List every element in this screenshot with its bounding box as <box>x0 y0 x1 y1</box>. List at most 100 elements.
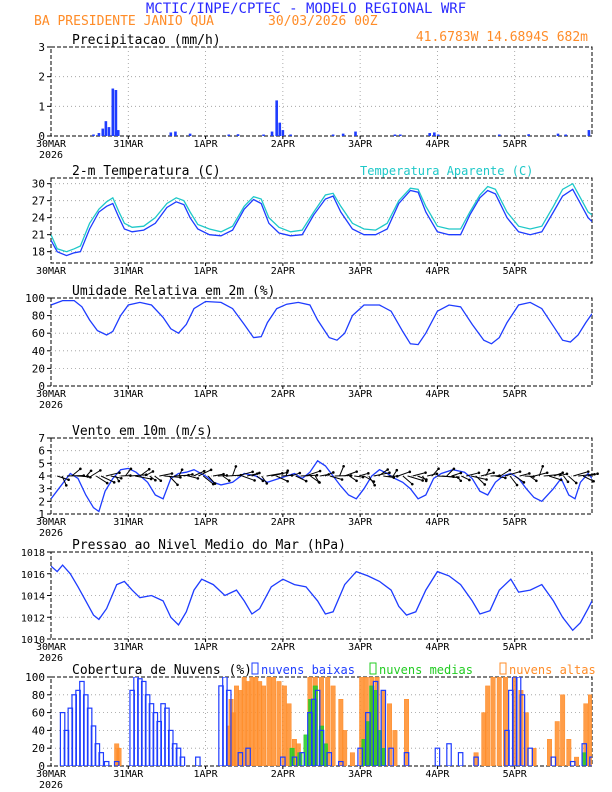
wind-arrow-head <box>515 483 519 487</box>
y-tick-label: 100 <box>25 292 45 305</box>
wind-arrow <box>412 472 426 477</box>
x-tick-label: 4APR <box>425 517 450 528</box>
cloud-bar <box>357 747 363 766</box>
series-line <box>51 564 592 632</box>
wind-arrow <box>407 475 423 481</box>
wind-arrow <box>130 474 147 477</box>
wind-arrow-head <box>367 472 370 475</box>
wind-arrow-head <box>566 480 570 484</box>
cloud-bar <box>225 689 232 766</box>
wind-arrow-head <box>170 472 174 475</box>
cloud-bar <box>457 752 464 766</box>
cloud-bar <box>280 756 286 766</box>
wind-arrow-head <box>561 471 565 475</box>
precip-bar <box>116 130 120 136</box>
cloud-bar <box>291 756 298 766</box>
cloud-bar <box>113 760 120 766</box>
precip-bar <box>354 131 357 136</box>
wind-arrow-head <box>89 475 92 479</box>
wind-arrow <box>105 472 120 477</box>
wind-arrow <box>222 475 230 482</box>
wind-arrow-head <box>304 479 308 483</box>
cloud-bar <box>519 694 526 766</box>
y-tick-label: 5 <box>38 457 45 470</box>
chart-title: MCTIC/INPE/CPTEC - MODELO REGIONAL WRF <box>146 1 466 17</box>
wind-arrow <box>134 475 152 480</box>
x-tick-label: 5APR <box>503 642 528 653</box>
legend-swatch <box>499 662 507 675</box>
wind-arrow <box>202 475 214 485</box>
precip-bar <box>111 88 115 136</box>
wind-arrow <box>168 475 178 486</box>
wind-arrow <box>344 471 357 477</box>
y-tick-label: 1012 <box>21 613 45 624</box>
wind-arrow-head <box>392 476 396 479</box>
cloud-bar <box>403 752 410 766</box>
wind-arrow <box>451 472 462 477</box>
wind-arrow <box>534 472 548 477</box>
wind-arrow <box>573 471 589 477</box>
wind-arrow-head <box>251 470 254 474</box>
cloud-bar <box>473 756 479 766</box>
panel-title: Precipitacao (mm/h) <box>72 33 221 48</box>
y-tick-label: 100 <box>25 671 45 684</box>
cloud-bar <box>276 681 282 766</box>
x-tick-label: 31MAR <box>113 642 144 653</box>
x-tick-label: 1APR <box>194 517 219 528</box>
wind-arrow <box>441 475 459 479</box>
wind-arrow-head <box>118 471 121 474</box>
y-tick-label: 40 <box>32 724 45 737</box>
cloud-bar <box>380 747 386 766</box>
x-tick-label: 1APR <box>194 139 219 150</box>
x-year-label: 2026 <box>39 400 63 411</box>
panel-title: Cobertura de Nuvens (%) <box>72 663 252 678</box>
wind-arrow <box>553 472 563 477</box>
wind-arrow-head <box>147 467 151 471</box>
wind-arrow-head <box>196 477 200 480</box>
wind-arrow-head <box>253 479 256 482</box>
cloud-bar <box>330 685 336 766</box>
wind-arrow-head <box>435 472 439 476</box>
y-tick-label: 7 <box>38 432 45 445</box>
wind-arrow <box>276 475 288 482</box>
precip-bar <box>270 131 274 136</box>
x-tick-label: 4APR <box>425 389 450 400</box>
wind-arrow-head <box>79 467 82 471</box>
wind-arrow <box>402 475 413 485</box>
legend-swatch <box>369 662 377 675</box>
cloud-bar <box>527 747 533 766</box>
cloud-bar <box>502 677 508 766</box>
precip-bar <box>227 134 231 136</box>
wind-arrow <box>188 475 198 479</box>
wind-arrow-head <box>315 473 319 477</box>
wind-arrow-head <box>559 478 563 482</box>
legend-cloud: nuvens medias <box>379 663 473 677</box>
series-line <box>51 188 592 257</box>
wind-arrow <box>329 475 343 480</box>
precip-bar <box>188 133 192 136</box>
cloud-bar <box>98 752 105 766</box>
wind-arrow-head <box>408 470 412 474</box>
x-tick-label: 30MAR <box>36 769 67 780</box>
x-tick-label: 30MAR <box>36 517 67 528</box>
y-tick-label: 0 <box>38 760 45 773</box>
wind-arrow-head <box>286 469 290 472</box>
cloud-bar <box>299 752 305 766</box>
wind-arrow <box>349 475 357 482</box>
wind-arrow <box>475 475 486 485</box>
cloud-bar <box>581 743 588 766</box>
precip-bar <box>556 133 560 136</box>
wind-arrow <box>582 475 594 482</box>
panel-title: Umidade Relativa em 2m (%) <box>72 284 276 299</box>
wind-arrow <box>71 468 81 477</box>
x-tick-label: 3APR <box>348 769 373 780</box>
cloud-bar <box>388 747 394 766</box>
precip-bar <box>104 121 108 136</box>
cloud-bar <box>365 711 371 766</box>
series-line <box>51 459 592 513</box>
wind-arrow <box>568 475 577 484</box>
x-tick-label: 4APR <box>425 266 450 277</box>
precip-bar <box>97 133 101 136</box>
cloud-bar <box>266 677 272 766</box>
y-tick-label: 3 <box>38 483 45 496</box>
